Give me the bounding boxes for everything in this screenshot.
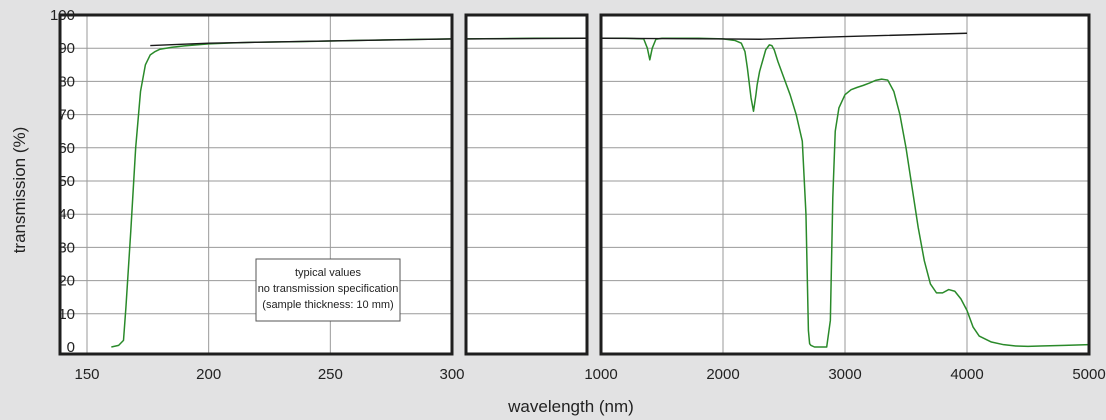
plot-panels (58, 13, 1091, 356)
typical-values-note: typical values no transmission specifica… (255, 258, 401, 322)
x-tick-label-4000: 4000 (950, 366, 983, 383)
y-tick-label-20: 20 (58, 273, 75, 290)
y-axis-tick-labels: 0 10 20 30 40 50 60 70 80 90 100 (50, 7, 75, 356)
panel-uv-frame (58, 13, 454, 356)
x-tick-label-300: 300 (439, 366, 464, 383)
panel-ir-reference-curve (601, 32, 968, 40)
y-tick-label-40: 40 (58, 206, 75, 223)
x-tick-label-2000: 2000 (706, 366, 739, 383)
panel-visible-frame (464, 13, 589, 356)
panel-ir-frame (599, 13, 1091, 356)
y-tick-label-80: 80 (58, 73, 75, 90)
note-line-2: no transmission specification (258, 283, 399, 295)
x-axis-title: wavelength (nm) (507, 397, 634, 416)
y-tick-label-100: 100 (50, 7, 75, 24)
y-tick-label-50: 50 (58, 173, 75, 190)
y-tick-label-90: 90 (58, 40, 75, 57)
x-tick-label-3000: 3000 (828, 366, 861, 383)
panel-ir-measured-curve (601, 37, 1089, 348)
y-axis-title: transmission (%) (10, 127, 29, 254)
x-axis-tick-labels: 150 200 250 300 1000 2000 3000 4000 5000 (74, 366, 1105, 383)
panel-visible-plot-area (466, 15, 587, 354)
x-tick-label-5000: 5000 (1072, 366, 1105, 383)
x-tick-label-150: 150 (74, 366, 99, 383)
x-tick-label-1000: 1000 (584, 366, 617, 383)
panel-visible-reference-curve (466, 37, 587, 40)
y-tick-label-60: 60 (58, 140, 75, 157)
y-tick-label-30: 30 (58, 239, 75, 256)
note-box-frame (255, 258, 401, 322)
y-tick-label-0: 0 (67, 339, 75, 356)
note-line-3: (sample thickness: 10 mm) (262, 299, 393, 311)
note-line-1: typical values (295, 267, 362, 279)
x-tick-label-250: 250 (318, 366, 343, 383)
panel-visible (464, 13, 589, 356)
y-tick-label-70: 70 (58, 107, 75, 124)
panel-ir (599, 13, 1091, 356)
y-tick-label-10: 10 (58, 306, 75, 323)
x-tick-label-200: 200 (196, 366, 221, 383)
panel-uv-reference-curve (150, 38, 452, 47)
